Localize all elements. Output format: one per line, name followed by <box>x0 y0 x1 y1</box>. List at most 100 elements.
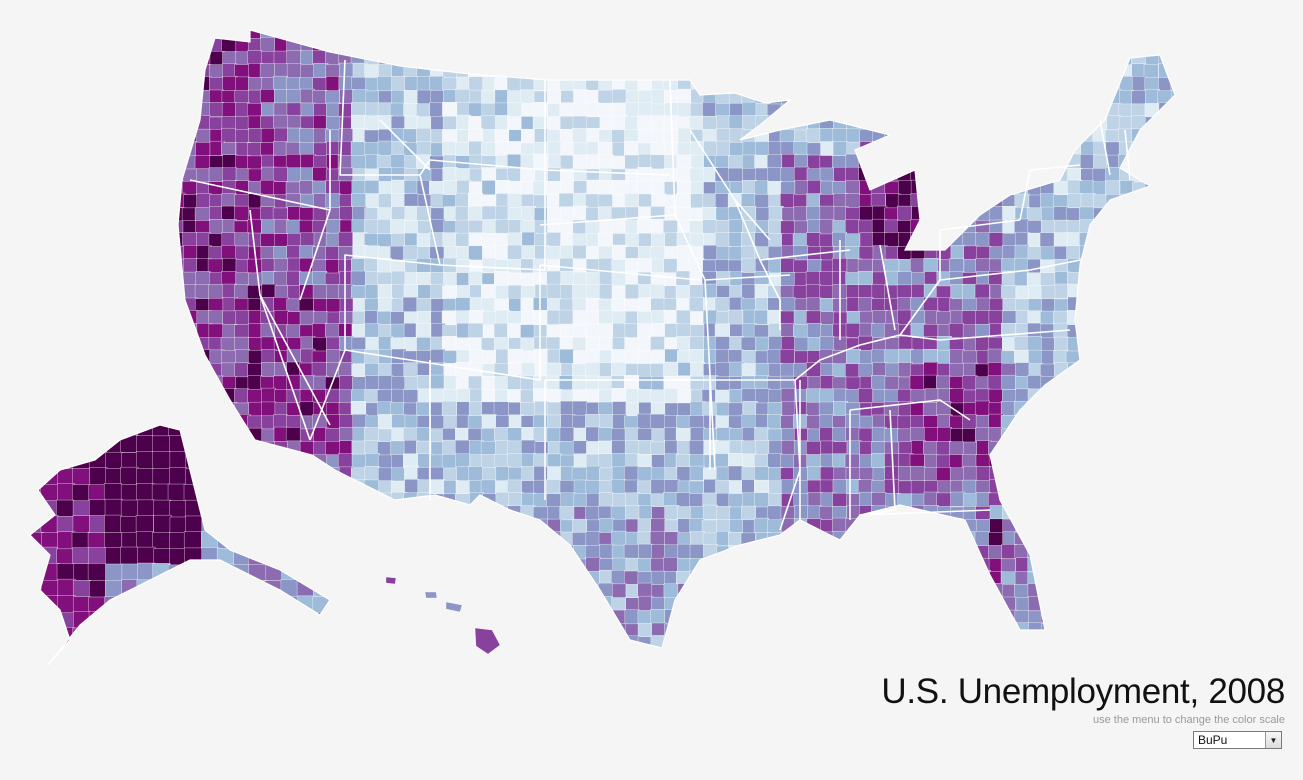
county-cell[interactable] <box>638 232 654 248</box>
county-cell[interactable] <box>1105 166 1121 182</box>
county-cell[interactable] <box>896 532 912 548</box>
county-cell[interactable] <box>922 25 938 40</box>
county-cell[interactable] <box>520 64 535 80</box>
county-cell[interactable] <box>235 310 251 326</box>
county-cell[interactable] <box>1052 51 1068 67</box>
county-cell[interactable] <box>676 102 692 118</box>
county-cell[interactable] <box>884 584 900 600</box>
county-cell[interactable] <box>729 636 745 651</box>
county-cell[interactable] <box>442 557 458 573</box>
county-cell[interactable] <box>961 193 977 209</box>
county-cell[interactable] <box>480 441 496 456</box>
county-cell[interactable] <box>780 167 796 183</box>
county-cell[interactable] <box>416 127 432 143</box>
county-cell[interactable] <box>430 38 446 54</box>
county-cell[interactable] <box>261 362 276 378</box>
county-cell[interactable] <box>937 193 953 209</box>
county-cell[interactable] <box>26 628 44 647</box>
county-cell[interactable] <box>975 38 990 54</box>
county-cell[interactable] <box>221 271 237 286</box>
county-cell[interactable] <box>351 193 366 209</box>
county-cell[interactable] <box>216 595 235 614</box>
county-cell[interactable] <box>936 401 952 417</box>
county-cell[interactable] <box>924 557 940 573</box>
county-cell[interactable] <box>1014 570 1030 586</box>
county-cell[interactable] <box>196 193 212 209</box>
county-cell[interactable] <box>377 414 393 430</box>
county-cell[interactable] <box>185 642 204 661</box>
county-cell[interactable] <box>482 257 497 273</box>
county-cell[interactable] <box>729 519 745 535</box>
county-cell[interactable] <box>623 544 639 559</box>
county-cell[interactable] <box>676 375 692 391</box>
county-cell[interactable] <box>325 467 341 482</box>
county-cell[interactable] <box>455 453 470 469</box>
county-cell[interactable] <box>286 270 302 286</box>
county-cell[interactable] <box>169 25 184 40</box>
county-cell[interactable] <box>352 89 368 105</box>
county-cell[interactable] <box>768 205 784 221</box>
county-cell[interactable] <box>201 547 220 566</box>
county-cell[interactable] <box>364 323 380 339</box>
county-cell[interactable] <box>871 323 887 339</box>
county-cell[interactable] <box>183 647 198 663</box>
county-cell[interactable] <box>234 440 250 455</box>
county-cell[interactable] <box>611 38 627 53</box>
county-cell[interactable] <box>975 50 991 66</box>
county-cell[interactable] <box>200 467 219 486</box>
county-cell[interactable] <box>312 516 331 535</box>
county-cell[interactable] <box>1066 558 1082 574</box>
county-cell[interactable] <box>1170 24 1186 39</box>
county-cell[interactable] <box>455 232 471 248</box>
county-cell[interactable] <box>221 102 237 118</box>
county-cell[interactable] <box>1001 116 1017 132</box>
county-cell[interactable] <box>767 583 783 599</box>
county-cell[interactable] <box>442 102 458 117</box>
county-cell[interactable] <box>767 37 783 53</box>
county-cell[interactable] <box>559 75 575 91</box>
county-cell[interactable] <box>729 623 744 639</box>
county-cell[interactable] <box>234 465 250 481</box>
county-cell[interactable] <box>391 206 407 222</box>
county-cell[interactable] <box>196 610 212 626</box>
county-cell[interactable] <box>819 544 835 560</box>
county-cell[interactable] <box>742 101 758 117</box>
county-cell[interactable] <box>754 584 769 600</box>
county-cell[interactable] <box>832 479 848 495</box>
county-cell[interactable] <box>1066 324 1082 340</box>
county-cell[interactable] <box>755 141 771 157</box>
county-cell[interactable] <box>1041 570 1056 586</box>
county-cell[interactable] <box>807 101 823 117</box>
county-cell[interactable] <box>948 116 964 132</box>
county-cell[interactable] <box>183 258 199 274</box>
county-cell[interactable] <box>508 597 524 613</box>
color-scale-select[interactable]: BuPu ▼ <box>1193 731 1282 749</box>
county-cell[interactable] <box>1014 37 1030 53</box>
county-cell[interactable] <box>572 400 588 416</box>
county-cell[interactable] <box>481 167 497 183</box>
county-cell[interactable] <box>442 115 458 131</box>
county-cell[interactable] <box>1026 207 1042 223</box>
county-cell[interactable] <box>328 532 347 551</box>
county-cell[interactable] <box>715 193 730 209</box>
county-cell[interactable] <box>534 401 550 416</box>
county-cell[interactable] <box>417 571 432 586</box>
county-cell[interactable] <box>351 258 366 274</box>
county-cell[interactable] <box>1067 583 1083 599</box>
county-cell[interactable] <box>429 622 445 638</box>
county-cell[interactable] <box>884 141 900 157</box>
county-cell[interactable] <box>884 557 900 573</box>
county-cell[interactable] <box>845 571 861 587</box>
county-cell[interactable] <box>1093 89 1109 105</box>
county-cell[interactable] <box>1106 259 1122 275</box>
county-cell[interactable] <box>715 480 731 496</box>
county-cell[interactable] <box>88 451 107 469</box>
county-cell[interactable] <box>222 310 238 326</box>
county-cell[interactable] <box>416 38 432 54</box>
county-cell[interactable] <box>546 493 562 509</box>
county-cell[interactable] <box>870 168 886 184</box>
county-cell[interactable] <box>819 597 835 613</box>
county-cell[interactable] <box>624 439 640 455</box>
county-cell[interactable] <box>923 116 939 132</box>
county-cell[interactable] <box>1039 232 1055 248</box>
